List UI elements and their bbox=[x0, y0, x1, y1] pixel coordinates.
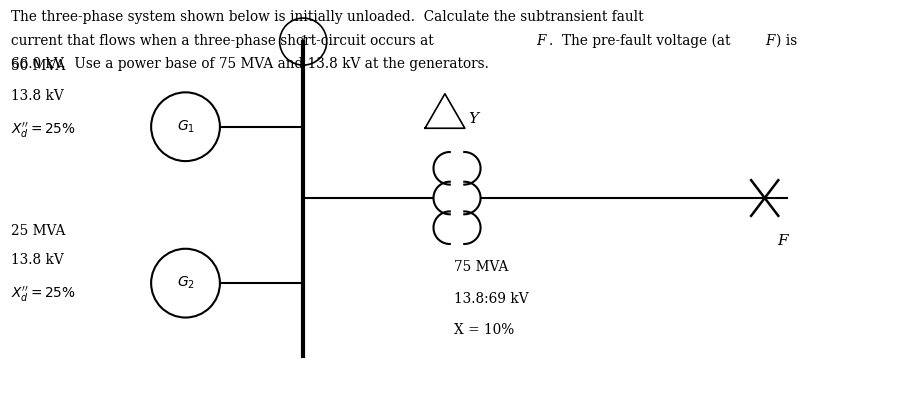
Text: current that flows when a three-phase short-circuit occurs at: current that flows when a three-phase sh… bbox=[11, 34, 438, 48]
Text: 13.8:69 kV: 13.8:69 kV bbox=[454, 291, 529, 305]
Text: Y: Y bbox=[469, 112, 479, 126]
Text: 13.8 kV: 13.8 kV bbox=[11, 89, 63, 103]
Text: 75 MVA: 75 MVA bbox=[454, 260, 509, 274]
Text: F: F bbox=[765, 34, 774, 48]
Text: X = 10%: X = 10% bbox=[454, 323, 515, 337]
Text: 50 MVA: 50 MVA bbox=[11, 59, 65, 73]
Text: F: F bbox=[777, 234, 788, 248]
Text: $X_d'' = 25\%$: $X_d'' = 25\%$ bbox=[11, 285, 76, 304]
Text: $G_1$: $G_1$ bbox=[176, 118, 195, 135]
Text: $G_2$: $G_2$ bbox=[176, 275, 195, 291]
Text: 13.8 kV: 13.8 kV bbox=[11, 253, 63, 267]
Text: 1: 1 bbox=[300, 35, 307, 48]
Text: .  The pre-fault voltage (at: . The pre-fault voltage (at bbox=[549, 34, 735, 48]
Text: F: F bbox=[537, 34, 546, 48]
Text: 66.0 kV.  Use a power base of 75 MVA and 13.8 kV at the generators.: 66.0 kV. Use a power base of 75 MVA and … bbox=[11, 57, 489, 71]
Text: ) is: ) is bbox=[776, 34, 796, 48]
Text: 25 MVA: 25 MVA bbox=[11, 224, 65, 238]
Text: The three-phase system shown below is initially unloaded.  Calculate the subtran: The three-phase system shown below is in… bbox=[11, 10, 643, 24]
Text: $X_d'' = 25\%$: $X_d'' = 25\%$ bbox=[11, 121, 76, 140]
